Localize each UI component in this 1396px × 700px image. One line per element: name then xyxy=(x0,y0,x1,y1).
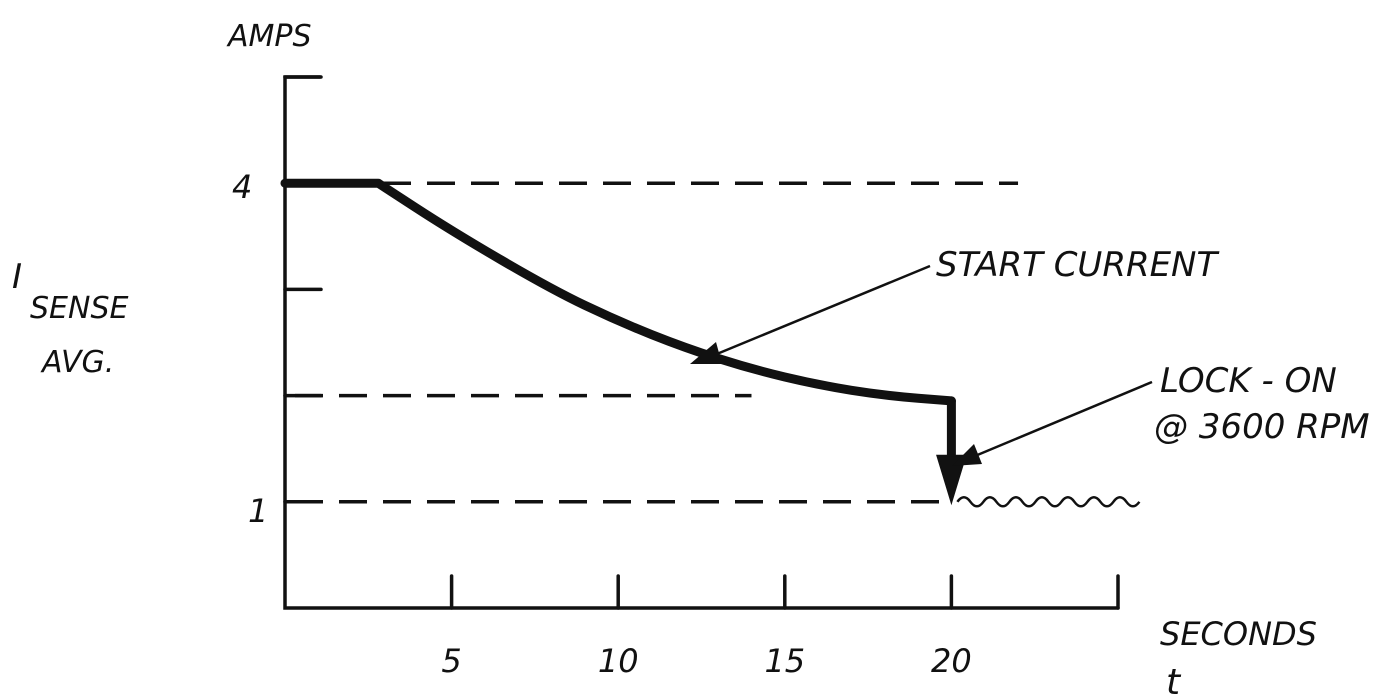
y-axis-unit-label: AMPS xyxy=(226,19,312,54)
lock-on-arrowhead xyxy=(936,454,967,506)
labels: AMPS I SENSE AVG. SECONDS t 4 1 START CU… xyxy=(12,19,1370,700)
ticks xyxy=(283,75,1120,610)
y-axis-label-main: I xyxy=(12,257,22,297)
axis-frame xyxy=(283,75,1120,610)
annotation-lock-on: LOCK - ON xyxy=(1160,361,1337,401)
y-tick-label-1: 1 xyxy=(248,492,268,530)
x-tick-label-15: 15 xyxy=(764,642,805,680)
reference-lines xyxy=(295,181,1019,504)
y-axis-label-line2: AVG. xyxy=(40,345,114,380)
x-axis-symbol: t xyxy=(1166,662,1182,700)
lock-on-pointer xyxy=(974,380,1153,458)
steady-ripple xyxy=(956,496,1141,508)
x-tick-label-5: 5 xyxy=(441,642,461,680)
start-current-pointer-head xyxy=(690,342,722,364)
series-group xyxy=(280,178,1153,508)
series-start-current xyxy=(280,178,956,406)
annotation-start-current: START CURRENT xyxy=(936,245,1219,285)
lock-on-pointer-head xyxy=(952,444,982,466)
x-tick-label-20: 20 xyxy=(931,642,972,680)
x-tick-labels: 5 10 15 20 xyxy=(441,642,971,680)
x-axis-label: SECONDS xyxy=(1160,615,1317,653)
y-axis-label-sub: SENSE xyxy=(30,291,128,326)
start-current-pointer xyxy=(711,264,931,358)
axes xyxy=(283,75,1120,610)
y-tick-label-4: 4 xyxy=(232,168,252,206)
x-tick-label-10: 10 xyxy=(598,642,639,680)
annotation-lock-on-rpm: @ 3600 RPM xyxy=(1154,407,1370,447)
